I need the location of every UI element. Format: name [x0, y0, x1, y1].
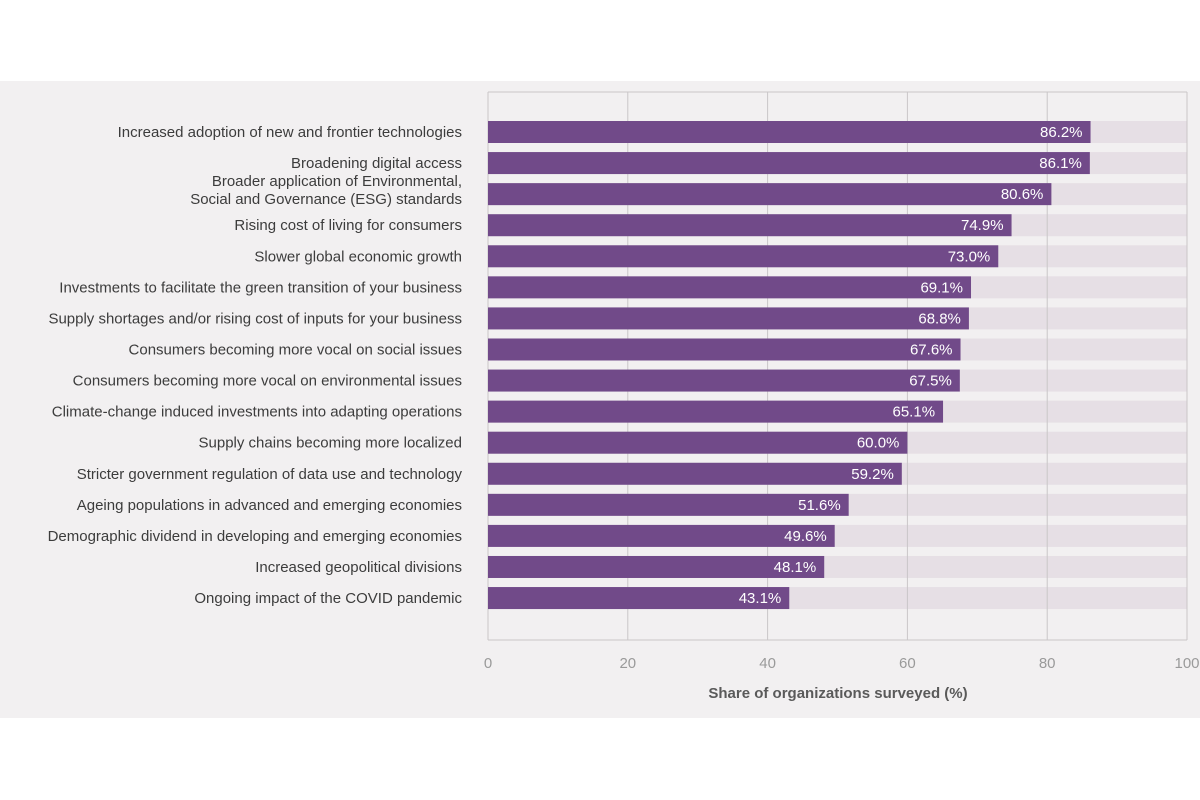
- x-tick-label: 100: [1174, 655, 1199, 672]
- category-label: Ongoing impact of the COVID pandemic: [194, 590, 462, 607]
- bar: [488, 462, 902, 485]
- category-label: Climate-change induced investments into …: [52, 404, 462, 421]
- bar: [488, 587, 790, 610]
- bar: [488, 307, 969, 330]
- category-label: Slower global economic growth: [254, 248, 462, 265]
- value-label: 67.6%: [910, 341, 953, 358]
- category-label: Increased adoption of new and frontier t…: [118, 124, 462, 141]
- value-label: 68.8%: [918, 310, 961, 327]
- bar: [488, 338, 961, 361]
- category-label: Broadening digital access: [291, 155, 462, 172]
- category-label: Demographic dividend in developing and e…: [48, 528, 462, 545]
- bar: [488, 400, 944, 423]
- chart-panel: Increased adoption of new and frontier t…: [0, 81, 1200, 718]
- bar: [488, 555, 825, 578]
- bar: [488, 276, 972, 299]
- value-label: 65.1%: [893, 404, 936, 421]
- value-label: 48.1%: [774, 559, 817, 576]
- x-tick-label: 40: [759, 655, 776, 672]
- bar: [488, 121, 1091, 143]
- value-label: 73.0%: [948, 248, 991, 265]
- value-label: 74.9%: [961, 217, 1004, 234]
- value-label: 49.6%: [784, 528, 827, 545]
- category-label: Supply shortages and/or rising cost of i…: [48, 310, 462, 327]
- category-label: Increased geopolitical divisions: [255, 559, 462, 576]
- value-label: 43.1%: [739, 590, 782, 607]
- category-labels: Increased adoption of new and frontier t…: [48, 124, 463, 607]
- x-tick-label: 0: [484, 655, 492, 672]
- bar: [488, 152, 1090, 175]
- x-tick-labels: 0 20 40 60 80 100: [484, 655, 1200, 672]
- category-label: Consumers becoming more vocal on social …: [129, 341, 462, 358]
- bar: [488, 431, 908, 454]
- value-label: 80.6%: [1001, 186, 1044, 203]
- category-label: Broader application of Environmental, Soc…: [190, 173, 462, 208]
- category-label: Consumers becoming more vocal on environ…: [73, 373, 462, 390]
- value-label: 67.5%: [909, 373, 952, 390]
- category-label: Ageing populations in advanced and emerg…: [77, 497, 462, 514]
- value-label: 86.1%: [1039, 155, 1082, 172]
- bar: [488, 493, 849, 516]
- bar: [488, 214, 1012, 237]
- x-tick-label: 20: [619, 655, 636, 672]
- bar: [488, 369, 960, 392]
- bar: [488, 245, 999, 268]
- category-label: Stricter government regulation of data u…: [77, 466, 463, 483]
- value-label: 69.1%: [920, 279, 963, 296]
- category-label: Supply chains becoming more localized: [199, 435, 462, 452]
- x-axis-title: Share of organizations surveyed (%): [708, 685, 967, 702]
- category-label: Investments to facilitate the green tran…: [59, 279, 462, 296]
- bar: [488, 183, 1052, 206]
- value-label: 60.0%: [857, 435, 900, 452]
- value-labels: 86.2% 86.1% 80.6% 74.9% 73.0% 69.1% 68.8% 67.6%…: [739, 124, 1083, 607]
- x-tick-label: 60: [899, 655, 916, 672]
- bar: [488, 524, 835, 547]
- value-label: 51.6%: [798, 497, 841, 514]
- value-label: 86.2%: [1040, 124, 1083, 141]
- category-label: Rising cost of living for consumers: [234, 217, 462, 234]
- bar-chart: Increased adoption of new and frontier t…: [48, 91, 1200, 702]
- x-tick-label: 80: [1039, 655, 1056, 672]
- value-label: 59.2%: [851, 466, 894, 483]
- bars: [488, 121, 1091, 610]
